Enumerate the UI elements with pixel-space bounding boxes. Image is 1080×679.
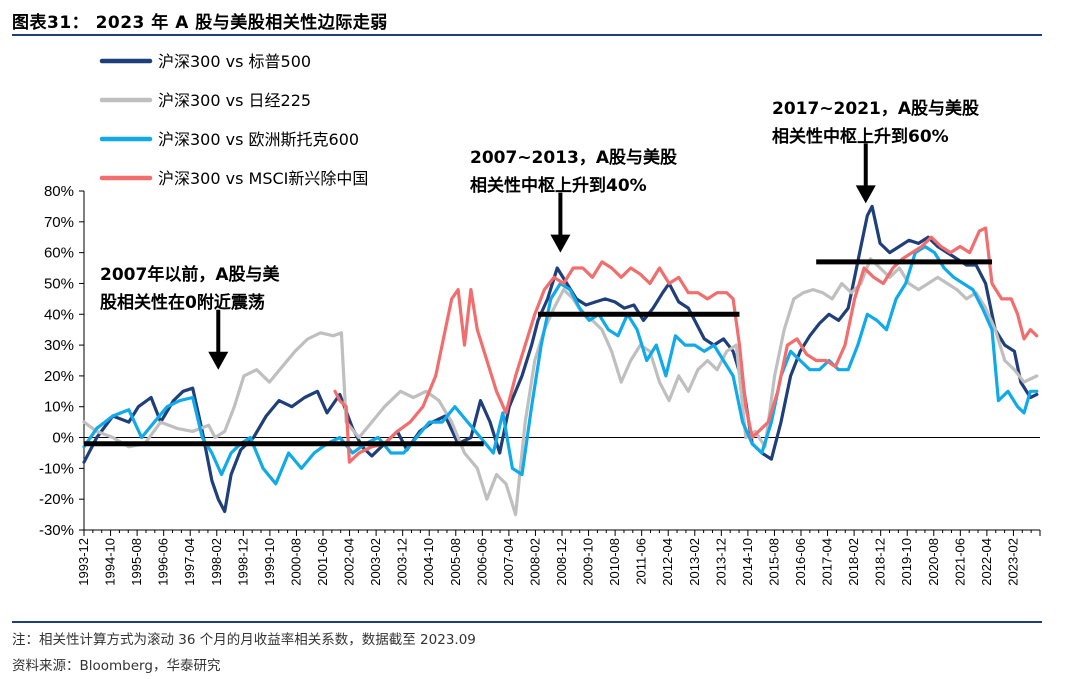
x-tick-label: 2004-10 xyxy=(421,538,436,586)
x-tick-label: 1995-08 xyxy=(129,538,144,586)
footnote: 注：相关性计算方式为滚动 36 个月的月收益率相关系数，数据截至 2023.09 xyxy=(12,632,476,648)
x-tick-label: 2009-10 xyxy=(581,538,596,586)
series-line-3 xyxy=(82,244,1039,486)
x-tick-label: 2017-04 xyxy=(820,538,835,586)
x-tick-label: 2020-08 xyxy=(926,538,941,586)
x-tick-label: 2006-06 xyxy=(474,538,489,586)
x-tick-label: 2003-12 xyxy=(395,538,410,586)
x-tick-label: 1997-04 xyxy=(182,538,197,586)
x-tick-label: 2022-04 xyxy=(979,538,994,586)
y-tick-label: -20% xyxy=(39,491,74,508)
annotation-arrow-head xyxy=(550,234,571,253)
chart-annotations: 2007年以前，A股与美股相关性在0附近震荡2007~2013，A股与美股相关性… xyxy=(100,98,979,370)
y-tick-label: 70% xyxy=(44,214,74,231)
x-tick-label: 2019-10 xyxy=(899,538,914,586)
x-tick-label: 2003-02 xyxy=(368,538,383,586)
series-line-1 xyxy=(82,204,1039,514)
chart-hlines xyxy=(84,259,993,447)
annotation-text: 相关性中枢上升到40% xyxy=(470,175,647,196)
x-tick-label: 2013-12 xyxy=(713,538,728,586)
y-tick-label: -30% xyxy=(39,522,74,539)
x-tick-label: 2023-02 xyxy=(1005,538,1020,586)
x-tick-label: 1996-06 xyxy=(156,538,171,586)
y-tick-label: 80% xyxy=(44,183,74,200)
x-tick-label: 1994-10 xyxy=(103,538,118,586)
annotation-text: 2017~2021，A股与美股 xyxy=(772,98,979,119)
x-tick-label: 2010-08 xyxy=(607,538,622,586)
x-tick-label: 2014-10 xyxy=(740,538,755,586)
y-tick-label: 10% xyxy=(44,399,74,416)
annotation-text: 2007~2013，A股与美股 xyxy=(470,147,677,168)
legend-label: 沪深300 vs 标普500 xyxy=(158,52,311,71)
x-tick-label: 2000-08 xyxy=(288,538,303,586)
x-tick-label: 2021-06 xyxy=(952,538,967,586)
x-tick-label: 1998-02 xyxy=(209,538,224,586)
x-tick-label: 1998-12 xyxy=(235,538,250,586)
x-tick-label: 2002-04 xyxy=(342,538,357,586)
annotation-arrow-head xyxy=(855,185,876,204)
annotation-text: 2007年以前，A股与美 xyxy=(100,264,280,285)
x-tick-label: 1993-12 xyxy=(76,538,91,586)
annotation-arrow-head xyxy=(208,351,229,370)
legend-label: 沪深300 vs MSCI新兴除中国 xyxy=(158,169,368,188)
x-tick-label: 2001-06 xyxy=(315,538,330,586)
chart-axes: 80%70%60%50%40%30%20%10%0%-10%-20%-30%19… xyxy=(39,183,1041,586)
y-tick-label: 20% xyxy=(44,368,74,385)
source-note: 资料来源：Bloomberg，华泰研究 xyxy=(12,658,221,674)
x-tick-label: 2013-02 xyxy=(687,538,702,586)
x-tick-label: 2015-08 xyxy=(766,538,781,586)
x-tick-label: 2011-06 xyxy=(634,538,649,585)
x-tick-label: 2018-12 xyxy=(873,538,888,586)
x-tick-label: 2008-12 xyxy=(554,538,569,586)
y-tick-label: 30% xyxy=(44,337,74,354)
chart-series xyxy=(82,204,1039,517)
bottom-rule xyxy=(12,621,1042,623)
x-tick-label: 2007-04 xyxy=(501,538,516,586)
correlation-line-chart: 80%70%60%50%40%30%20%10%0%-10%-20%-30%19… xyxy=(39,52,1041,586)
series-line-4 xyxy=(333,226,1039,464)
y-tick-label: -10% xyxy=(39,460,74,477)
legend-label: 沪深300 vs 日经225 xyxy=(158,91,311,110)
y-tick-label: 60% xyxy=(44,245,74,262)
y-tick-label: 40% xyxy=(44,306,74,323)
x-tick-label: 2012-04 xyxy=(660,538,675,586)
x-tick-label: 2016-06 xyxy=(793,538,808,586)
top-rule xyxy=(12,34,1042,36)
x-tick-label: 2018-02 xyxy=(846,538,861,586)
figure-title: 图表31： 2023 年 A 股与美股相关性边际走弱 xyxy=(12,13,388,33)
annotation-text: 股相关性在0附近震荡 xyxy=(100,292,265,313)
annotation-text: 相关性中枢上升到60% xyxy=(772,126,949,147)
series-line-2 xyxy=(82,257,1039,517)
chart-legend: 沪深300 vs 标普500 沪深300 vs 日经225 沪深300 vs 欧洲斯… xyxy=(99,52,368,188)
x-tick-label: 1999-10 xyxy=(262,538,277,586)
x-tick-label: 2008-02 xyxy=(527,538,542,586)
y-tick-label: 0% xyxy=(52,430,74,447)
legend-label: 沪深300 vs 欧洲斯托克600 xyxy=(158,130,359,149)
x-tick-label: 2005-08 xyxy=(448,538,463,586)
y-tick-label: 50% xyxy=(44,275,74,292)
